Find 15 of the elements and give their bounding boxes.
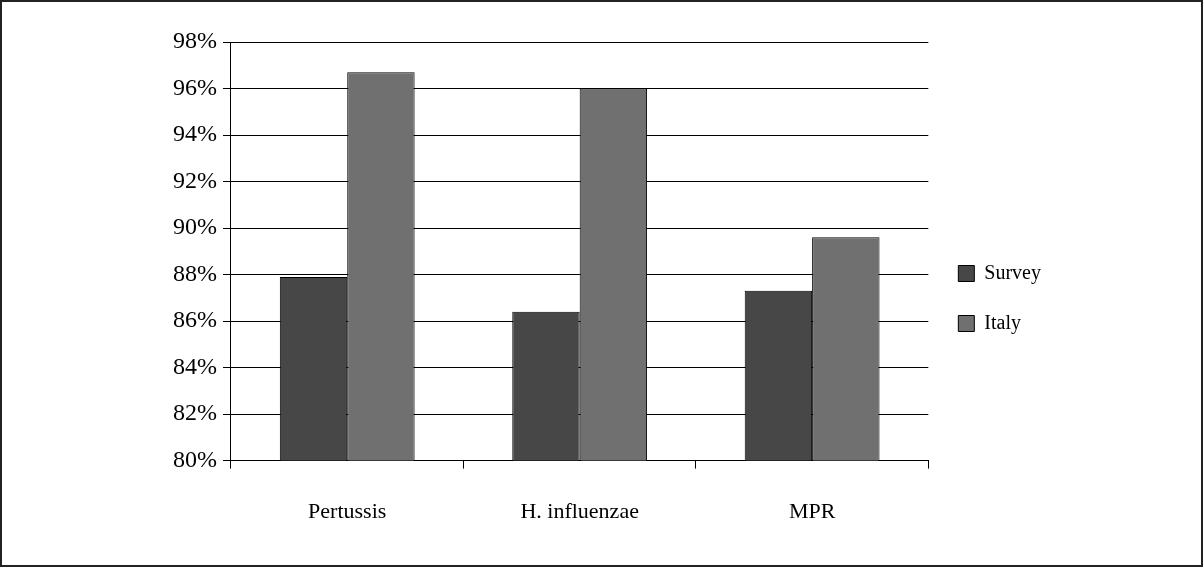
y-tick-label: 82% xyxy=(172,399,217,426)
x-tick-label: MPR xyxy=(788,497,836,523)
y-tick-label: 90% xyxy=(172,213,217,240)
y-tick-label: 92% xyxy=(172,166,217,193)
y-tick-label: 94% xyxy=(172,120,217,147)
y-tick-label: 84% xyxy=(172,352,217,379)
legend-label: Survey xyxy=(984,260,1042,284)
y-tick-label: 86% xyxy=(172,306,217,333)
y-tick-label: 80% xyxy=(172,445,217,472)
y-tick-label: 98% xyxy=(172,27,217,54)
x-tick-label: H. influenzae xyxy=(520,497,639,523)
y-tick-label: 88% xyxy=(172,259,217,286)
x-tick-label: Pertussis xyxy=(308,497,387,523)
legend-label: Italy xyxy=(984,310,1021,334)
y-tick-label: 96% xyxy=(172,73,217,100)
